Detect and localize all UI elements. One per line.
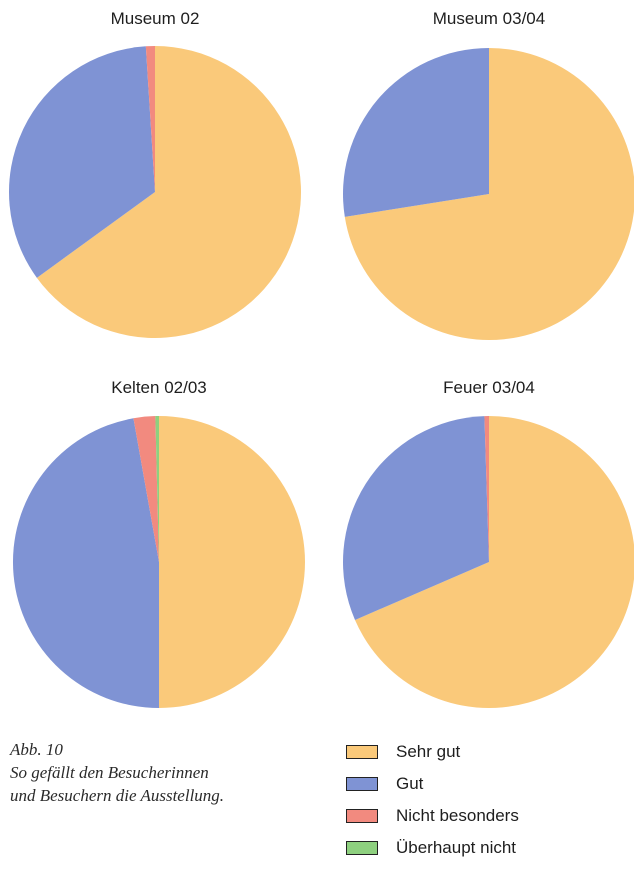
caption-text-line-2: und Besuchern die Ausstellung. xyxy=(10,786,225,805)
legend-swatch-ueberhaupt-nicht xyxy=(346,841,378,855)
pie-slice-sehr-gut xyxy=(355,416,634,708)
pie-chart-kelten-02-03: Kelten 02/03 xyxy=(12,378,305,708)
legend-item-nicht-besonders: Nicht besonders xyxy=(346,800,626,832)
pie-slice-gut xyxy=(343,48,489,217)
pie-charts: Museum 02 Museum 03/04 Kelten 02/03 Feuer 0… xyxy=(8,9,634,708)
caption-figure-number: Abb. 10 xyxy=(10,740,63,759)
pie-chart-museum-02: Museum 02 xyxy=(8,9,301,338)
pie-title: Museum 02 xyxy=(111,9,200,28)
legend-item-gut: Gut xyxy=(346,768,626,800)
pie-title: Kelten 02/03 xyxy=(111,378,206,397)
pie-slice-sehr-gut xyxy=(159,416,305,708)
pie-slice-nicht-besonders xyxy=(484,415,489,562)
pie-slice-gut xyxy=(8,46,155,278)
pie-slice-nicht-besonders xyxy=(145,46,155,192)
pie-slice-gut xyxy=(12,418,159,708)
figure-caption: Abb. 10 So gefällt den Besucherinnen und… xyxy=(10,738,310,807)
legend-label-nicht-besonders: Nicht besonders xyxy=(396,806,519,825)
caption-text-line-1: So gefällt den Besucherinnen xyxy=(10,763,209,782)
legend-label-gut: Gut xyxy=(396,774,424,793)
pie-chart-museum-03-04: Museum 03/04 xyxy=(343,9,634,340)
pie-slice-sehr-gut xyxy=(36,46,301,338)
legend-swatch-gut xyxy=(346,777,378,791)
pie-slice-nicht-besonders xyxy=(133,416,159,562)
legend-swatch-sehr-gut xyxy=(346,745,378,759)
legend-label-ueberhaupt-nicht: Überhaupt nicht xyxy=(396,838,517,857)
legend-item-sehr-gut: Sehr gut xyxy=(346,736,626,768)
legend: Sehr gut Gut Nicht besonders Überhaupt n… xyxy=(346,736,626,864)
pie-slice-sehr-gut xyxy=(344,48,634,340)
pie-chart-feuer-03-04: Feuer 03/04 xyxy=(343,378,634,708)
pie-title: Feuer 03/04 xyxy=(443,378,535,397)
legend-swatch-nicht-besonders xyxy=(346,809,378,823)
pie-title: Museum 03/04 xyxy=(433,9,545,28)
pie-slice-ueberhaupt-nicht xyxy=(155,416,159,562)
legend-label-sehr-gut: Sehr gut xyxy=(396,742,461,761)
legend-item-ueberhaupt-nicht: Überhaupt nicht xyxy=(346,832,626,864)
pie-slice-gut xyxy=(343,416,489,620)
